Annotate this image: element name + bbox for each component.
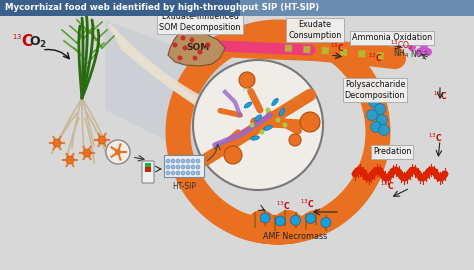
Circle shape bbox=[176, 171, 180, 175]
Circle shape bbox=[289, 134, 301, 146]
Circle shape bbox=[186, 171, 190, 175]
Circle shape bbox=[83, 149, 91, 157]
Circle shape bbox=[408, 43, 416, 51]
Text: $^{13}$: $^{13}$ bbox=[12, 34, 22, 44]
Circle shape bbox=[192, 56, 198, 60]
Circle shape bbox=[176, 159, 180, 163]
Circle shape bbox=[166, 159, 170, 163]
FancyBboxPatch shape bbox=[164, 155, 204, 177]
Text: NH$_4$: NH$_4$ bbox=[393, 48, 410, 60]
Circle shape bbox=[186, 165, 190, 169]
Circle shape bbox=[206, 42, 210, 48]
Circle shape bbox=[181, 35, 185, 40]
Text: Ammonia Oxidation: Ammonia Oxidation bbox=[352, 33, 432, 42]
Text: $^{13}$CO$_2$: $^{13}$CO$_2$ bbox=[390, 38, 413, 52]
Circle shape bbox=[182, 46, 188, 50]
Circle shape bbox=[166, 171, 170, 175]
Circle shape bbox=[259, 130, 264, 134]
FancyBboxPatch shape bbox=[142, 161, 154, 183]
Text: NO$_2^-$: NO$_2^-$ bbox=[410, 48, 429, 62]
Circle shape bbox=[249, 123, 255, 127]
Circle shape bbox=[196, 159, 200, 163]
Text: $^{13}$C: $^{13}$C bbox=[276, 200, 290, 212]
Circle shape bbox=[177, 56, 182, 60]
Circle shape bbox=[196, 171, 200, 175]
Circle shape bbox=[412, 38, 420, 46]
Circle shape bbox=[300, 112, 320, 132]
Bar bbox=[145, 167, 151, 172]
Text: $\mathit{H_2}$: $\mathit{H_2}$ bbox=[242, 85, 252, 95]
Circle shape bbox=[366, 110, 377, 120]
Ellipse shape bbox=[251, 136, 259, 140]
Polygon shape bbox=[105, 20, 255, 170]
Circle shape bbox=[239, 72, 255, 88]
Circle shape bbox=[53, 139, 61, 147]
Circle shape bbox=[196, 165, 200, 169]
Circle shape bbox=[171, 159, 175, 163]
Text: AMF Necromass: AMF Necromass bbox=[263, 232, 327, 241]
Circle shape bbox=[191, 159, 195, 163]
Circle shape bbox=[275, 117, 281, 123]
Circle shape bbox=[66, 156, 74, 164]
Circle shape bbox=[191, 171, 195, 175]
Ellipse shape bbox=[272, 98, 278, 106]
Circle shape bbox=[166, 165, 170, 169]
Text: $^{13}$C: $^{13}$C bbox=[368, 52, 382, 64]
Circle shape bbox=[416, 48, 424, 56]
Circle shape bbox=[379, 124, 390, 136]
Circle shape bbox=[265, 107, 271, 113]
Circle shape bbox=[173, 42, 177, 48]
Circle shape bbox=[186, 159, 190, 163]
Circle shape bbox=[424, 48, 432, 56]
Circle shape bbox=[193, 60, 323, 190]
Circle shape bbox=[106, 140, 130, 164]
Circle shape bbox=[306, 213, 316, 223]
Text: $^{13}$C: $^{13}$C bbox=[380, 180, 394, 192]
Circle shape bbox=[181, 171, 185, 175]
Circle shape bbox=[181, 165, 185, 169]
Text: $^{13}$C: $^{13}$C bbox=[433, 90, 447, 102]
Text: Exudate-Influenced
SOM Decomposition: Exudate-Influenced SOM Decomposition bbox=[159, 12, 241, 32]
Circle shape bbox=[275, 216, 285, 226]
Circle shape bbox=[260, 213, 270, 223]
Circle shape bbox=[171, 171, 175, 175]
Text: $\mathit{H_2}$: $\mathit{H_2}$ bbox=[292, 95, 302, 105]
Ellipse shape bbox=[264, 126, 272, 130]
Polygon shape bbox=[240, 0, 474, 16]
Circle shape bbox=[371, 122, 382, 133]
Text: $\mathbf{O_2}$: $\mathbf{O_2}$ bbox=[29, 35, 47, 50]
Text: $^{13}$C: $^{13}$C bbox=[300, 198, 314, 210]
Circle shape bbox=[224, 146, 242, 164]
Circle shape bbox=[98, 136, 106, 144]
Circle shape bbox=[283, 123, 288, 127]
Text: $^{13}$C: $^{13}$C bbox=[330, 42, 344, 54]
Circle shape bbox=[420, 42, 428, 50]
Text: HT-SIP: HT-SIP bbox=[172, 182, 196, 191]
Circle shape bbox=[171, 165, 175, 169]
Text: Predation: Predation bbox=[373, 147, 411, 157]
Text: SOM: SOM bbox=[186, 43, 210, 52]
Circle shape bbox=[115, 149, 121, 155]
Text: $\mathbf{C}$: $\mathbf{C}$ bbox=[21, 33, 33, 49]
Text: $^{13}$C: $^{13}$C bbox=[428, 131, 442, 144]
Circle shape bbox=[368, 96, 380, 107]
Circle shape bbox=[291, 215, 301, 225]
Polygon shape bbox=[168, 30, 225, 66]
Polygon shape bbox=[0, 0, 474, 16]
Bar bbox=[145, 163, 151, 167]
Circle shape bbox=[376, 114, 388, 126]
Circle shape bbox=[321, 218, 331, 228]
Circle shape bbox=[176, 165, 180, 169]
Text: Polysaccharide
Decomposition: Polysaccharide Decomposition bbox=[345, 80, 405, 100]
Text: Mycorrhizal food web identified by high-throughput SIP (HT-SIP): Mycorrhizal food web identified by high-… bbox=[5, 4, 319, 12]
Circle shape bbox=[374, 103, 385, 114]
Ellipse shape bbox=[244, 102, 252, 108]
Circle shape bbox=[181, 159, 185, 163]
Ellipse shape bbox=[255, 115, 262, 121]
Text: Exudate
Consumption: Exudate Consumption bbox=[288, 20, 342, 40]
Circle shape bbox=[198, 49, 202, 55]
Circle shape bbox=[190, 38, 194, 42]
Circle shape bbox=[191, 165, 195, 169]
Ellipse shape bbox=[279, 108, 285, 116]
